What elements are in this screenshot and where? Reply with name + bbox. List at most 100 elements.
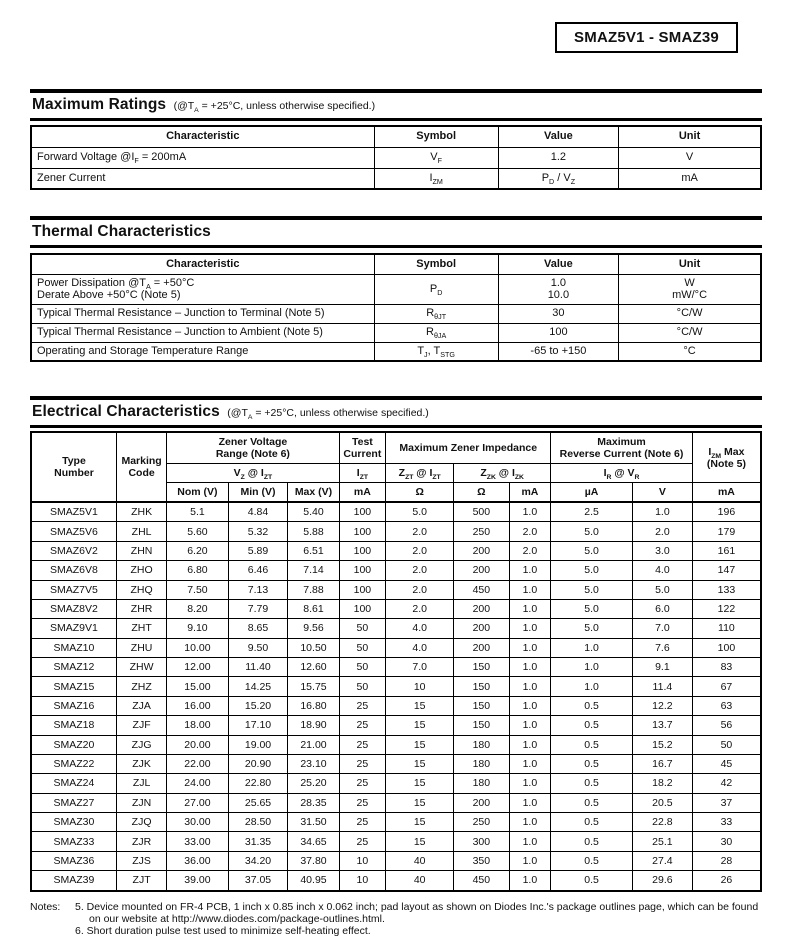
table-cell: 23.10 [287, 753, 340, 775]
table-cell: 6.51 [287, 540, 340, 562]
table-row: SMAZ16 ZJA 16.00 15.20 16.80 25 15 150 1.0 0.5 12.… [30, 695, 762, 717]
table-cell: 15 [385, 734, 455, 755]
table-cell: ZJQ [115, 811, 168, 833]
table-cell: 100 [497, 322, 620, 343]
table-cell: 30 [691, 831, 762, 852]
column-header-vz-at-izt: VZ @ IZT [166, 463, 340, 483]
table-cell: 200 [453, 598, 510, 620]
table-cell: PD [373, 273, 499, 305]
thermal-characteristics-table: Characteristic Symbol Value Unit Power D… [30, 253, 762, 362]
table-cell: 100 [338, 521, 387, 542]
table-cell: 27.00 [166, 792, 229, 814]
table-cell: 1.0 [550, 676, 633, 697]
table-cell: 56 [691, 715, 762, 736]
column-header-zzt-at-izt: ZZT @ IZT [385, 463, 455, 483]
table-cell: 15 [385, 792, 455, 814]
table-cell: 25 [338, 792, 387, 814]
table-cell: 250 [453, 521, 510, 542]
table-cell: 5.0 [631, 579, 693, 600]
column-header-max-v: Max (V) [287, 482, 340, 503]
table-cell: mA [618, 167, 762, 190]
table-cell: 25.65 [227, 792, 289, 814]
table-cell: 16.7 [631, 753, 693, 775]
table-cell: 6.46 [227, 560, 289, 581]
header-row: Characteristic Symbol Value Unit [30, 253, 762, 275]
table-cell: 39.00 [166, 870, 229, 891]
table-cell: 500 [453, 501, 510, 523]
table-cell: 9.50 [227, 637, 289, 659]
table-cell: SMAZ6V2 [30, 540, 117, 562]
table-cell: 28 [691, 850, 762, 872]
column-header-symbol: Symbol [373, 253, 499, 275]
table-cell: 15 [385, 695, 455, 717]
table-cell: 50 [338, 676, 387, 697]
table-cell: 0.5 [550, 811, 633, 833]
table-cell: -65 to +150 [497, 341, 620, 362]
table-cell: 2.0 [385, 598, 455, 620]
table-cell: 26 [691, 870, 762, 891]
table-cell: 45 [691, 753, 762, 775]
table-cell: 18.2 [631, 773, 693, 794]
table-cell: 27.4 [631, 850, 693, 872]
table-cell: SMAZ24 [30, 773, 117, 794]
table-cell: 50 [691, 734, 762, 755]
table-cell: 1.2 [497, 146, 620, 169]
table-cell: 29.6 [631, 870, 693, 891]
table-cell: 37.80 [287, 850, 340, 872]
table-cell: 200 [453, 618, 510, 639]
table-cell: 350 [453, 850, 510, 872]
table-cell: 12.2 [631, 695, 693, 717]
table-row: Power Dissipation @TA = +50°C Derate Abov… [30, 273, 762, 305]
table-cell: 18.90 [287, 715, 340, 736]
table-cell: 1.0 [508, 656, 552, 678]
table-cell: 9.10 [166, 618, 229, 639]
table-row: SMAZ27 ZJN 27.00 25.65 28.35 25 15 200 1.0 0.5 20.… [30, 792, 762, 814]
table-cell: 0.5 [550, 792, 633, 814]
table-cell: 122 [691, 598, 762, 620]
notes-body: 5. Device mounted on FR-4 PCB, 1 inch x … [75, 901, 762, 937]
table-cell: SMAZ8V2 [30, 598, 117, 620]
table-cell: 1.0 10.0 [497, 273, 620, 305]
table-cell: ZJA [115, 695, 168, 717]
table-cell: 21.00 [287, 734, 340, 755]
note-item: 5. Device mounted on FR-4 PCB, 1 inch x … [75, 900, 759, 925]
table-cell: 196 [691, 501, 762, 523]
table-cell: 1.0 [508, 773, 552, 794]
table-row: SMAZ39 ZJT 39.00 37.05 40.95 10 40 450 1.0 0.5 29.… [30, 870, 762, 891]
table-cell: 100 [338, 501, 387, 523]
table-cell: 5.1 [166, 501, 229, 523]
table-cell: SMAZ10 [30, 637, 117, 659]
table-cell: 2.0 [385, 560, 455, 581]
table-cell: 200 [453, 560, 510, 581]
table-cell: 5.0 [550, 560, 633, 581]
table-cell: 18.00 [166, 715, 229, 736]
table-cell: 7.0 [631, 618, 693, 639]
column-header-zzk-unit: Ω [453, 482, 510, 503]
table-cell: RθJT [373, 303, 499, 324]
table-cell: 180 [453, 773, 510, 794]
table-cell: 25.1 [631, 831, 693, 852]
table-cell: ZJK [115, 753, 168, 775]
table-cell: SMAZ5V1 [30, 501, 117, 523]
table-cell: 100 [691, 637, 762, 659]
table-cell: 7.50 [166, 579, 229, 600]
table-cell: 1.0 [508, 870, 552, 891]
table-cell: 10 [338, 850, 387, 872]
thermal-characteristics-section: Thermal Characteristics Characteristic S… [30, 216, 762, 362]
table-cell: SMAZ18 [30, 715, 117, 736]
table-cell: 11.4 [631, 676, 693, 697]
table-cell: 28.50 [227, 811, 289, 833]
table-row: Operating and Storage Temperature Range T… [30, 341, 762, 362]
table-cell: ZJL [115, 773, 168, 794]
table-cell: °C [618, 341, 762, 362]
table-cell: 1.0 [508, 618, 552, 639]
table-cell: 8.61 [287, 598, 340, 620]
table-cell: 25 [338, 753, 387, 775]
column-header-value: Value [497, 253, 620, 275]
table-cell: 25 [338, 695, 387, 717]
maximum-ratings-condition: (@TA = +25°C, unless otherwise specified… [173, 100, 376, 115]
table-cell: ZJF [115, 715, 168, 736]
table-cell: 34.65 [287, 831, 340, 852]
table-cell: 36.00 [166, 850, 229, 872]
table-cell: 9.56 [287, 618, 340, 639]
